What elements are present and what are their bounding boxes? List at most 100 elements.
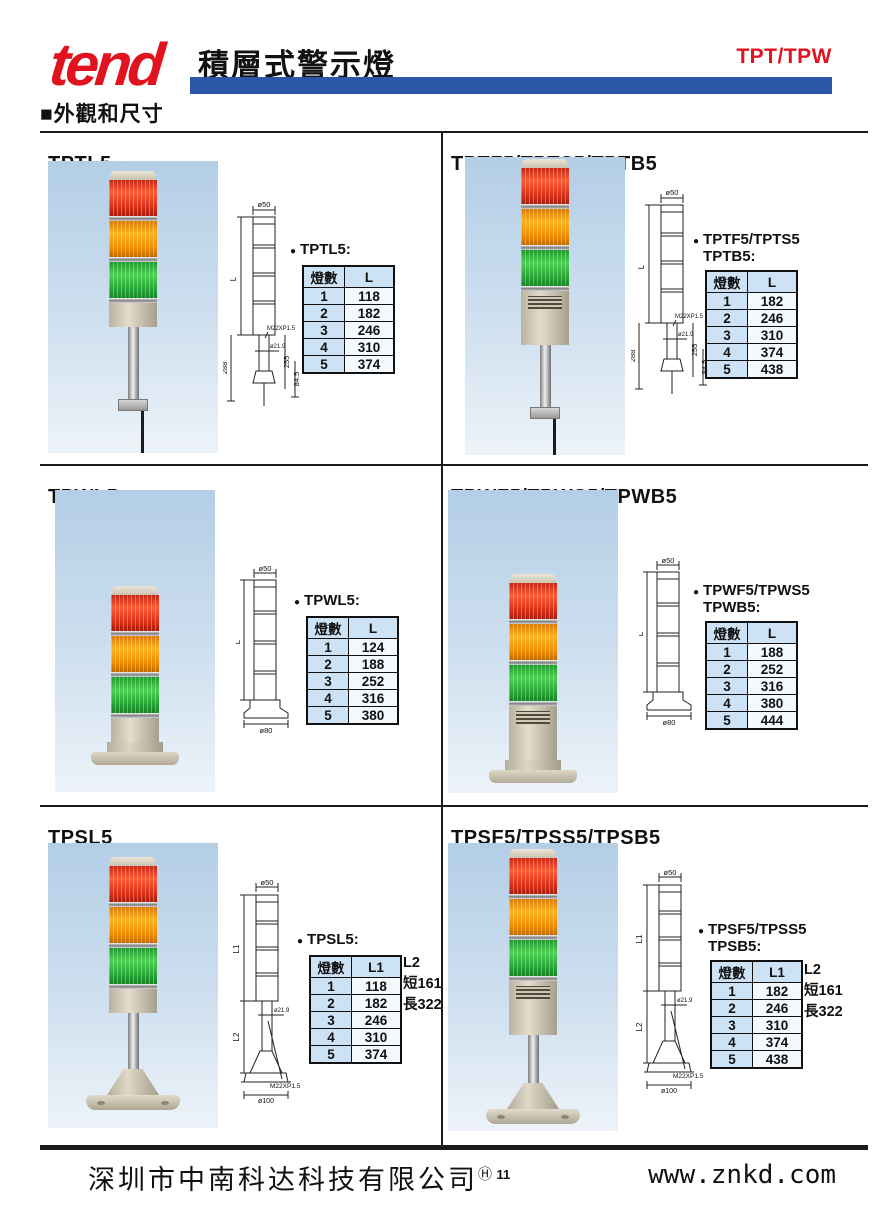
- spec-table: 燈數 L1 1 182 2 246 3 310 4 374 5 438: [710, 960, 803, 1069]
- spec-label: ● TPTF5/TPTS5 TPTB5:: [693, 231, 873, 265]
- length-cell: 438: [747, 360, 798, 379]
- table-row: 5 380: [306, 706, 399, 725]
- table-row: 4 316: [306, 689, 399, 707]
- table-row: 1 182: [705, 292, 798, 310]
- svg-text:M22XP1.5: M22XP1.5: [675, 314, 704, 320]
- product-panel: TPWF5/TPWS5/TPWB5: [443, 464, 868, 805]
- signal-tower: [448, 490, 618, 783]
- svg-text:ø21.9: ø21.9: [270, 344, 286, 350]
- svg-text:ø21.9: ø21.9: [678, 332, 694, 338]
- spec-model-line1: TPWF5/TPWS5: [703, 582, 810, 599]
- spec-block: ● TPWL5: 燈數 L 1 124 2 188 3 252 4 316 5 380: [294, 592, 474, 725]
- table-row: 2 182: [309, 994, 402, 1012]
- table-row: 3 246: [302, 321, 395, 339]
- table-header-row: 燈數 L: [302, 265, 395, 288]
- table-row: 1 118: [302, 287, 395, 305]
- grid-line: [40, 805, 868, 807]
- lamp-count-cell: 3: [705, 677, 748, 695]
- chrome-ring: [521, 245, 569, 250]
- amber-lens: [521, 209, 569, 245]
- table-row: 5 444: [705, 711, 798, 730]
- length-header: L: [747, 621, 798, 644]
- mount-pole: [539, 345, 551, 407]
- amber-lens: [109, 221, 157, 257]
- lamp-count-header: 燈數: [710, 960, 753, 983]
- mount-pole: [127, 1013, 139, 1069]
- table-row: 4 310: [302, 338, 395, 356]
- svg-text:M22XP1.5: M22XP1.5: [267, 326, 296, 332]
- chrome-ring: [521, 286, 569, 291]
- grid-line: [40, 131, 868, 133]
- svg-text:L2: L2: [232, 1032, 241, 1041]
- table-header-row: 燈數 L1: [309, 955, 402, 978]
- chrome-ring: [111, 631, 159, 636]
- svg-text:L2: L2: [635, 1022, 644, 1031]
- product-photo: [448, 843, 618, 1131]
- lamp-count-cell: 3: [309, 1011, 352, 1029]
- spec-block: ● TPTF5/TPTS5 TPTB5: 燈數 L 1 182 2 246 3 310 4 3…: [693, 231, 873, 379]
- company-name: 深圳市中南科达科技有限公司: [88, 1165, 478, 1196]
- red-lens: [509, 583, 557, 619]
- round-base: [486, 1109, 580, 1124]
- svg-text:L1: L1: [635, 934, 644, 943]
- table-row: 1 124: [306, 638, 399, 656]
- spec-label: ● TPWF5/TPWS5 TPWB5:: [693, 582, 873, 616]
- green-lens: [521, 250, 569, 286]
- table-row: 2 252: [705, 660, 798, 678]
- lamp-count-cell: 2: [302, 304, 345, 322]
- length-header: L: [348, 616, 399, 639]
- length-cell: 374: [351, 1045, 402, 1064]
- amber-lens: [109, 907, 157, 943]
- spec-block: ● TPWF5/TPWS5 TPWB5: 燈數 L 1 188 2 252 3 316 4 3…: [693, 582, 873, 730]
- length-cell: 246: [747, 309, 798, 327]
- svg-text:288: 288: [631, 350, 637, 363]
- signal-tower: [48, 843, 218, 1110]
- red-lens: [109, 866, 157, 902]
- lamp-count-cell: 5: [705, 360, 748, 379]
- spec-label: ● TPTL5:: [290, 241, 470, 260]
- tower-body: [111, 718, 159, 742]
- grid-divider: [441, 131, 443, 1145]
- length-cell: 188: [747, 643, 798, 661]
- svg-text:M22XP1.5: M22XP1.5: [270, 1083, 301, 1090]
- spec-label: ● TPSL5:: [297, 931, 477, 950]
- chrome-ring: [509, 701, 557, 706]
- table-header-row: 燈數 L: [705, 621, 798, 644]
- lamp-count-cell: 1: [705, 643, 748, 661]
- lamp-count-cell: 4: [306, 689, 349, 707]
- svg-text:ø80: ø80: [260, 726, 273, 734]
- section-title: ■外觀和尺寸: [40, 103, 164, 126]
- table-row: 2 246: [710, 999, 803, 1017]
- lamp-count-cell: 5: [705, 711, 748, 730]
- dimension-drawing: ø50 L ø80: [236, 566, 289, 734]
- green-lens: [109, 948, 157, 984]
- lamp-count-cell: 1: [705, 292, 748, 310]
- dimension-drawing: ø50 L1 L2 ø21.9 M22XP1.5 ø100: [232, 879, 301, 1104]
- length-cell: 246: [344, 321, 395, 339]
- buzzer-vents: [516, 986, 550, 999]
- table-row: 5 374: [302, 355, 395, 374]
- lamp-count-header: 燈數: [705, 621, 748, 644]
- brand-logo: tend: [46, 31, 165, 98]
- buzzer-vents: [516, 711, 550, 724]
- lamp-count-cell: 5: [710, 1050, 753, 1069]
- lamp-count-cell: 5: [306, 706, 349, 725]
- bullet-icon: ●: [290, 246, 297, 257]
- table-row: 5 438: [710, 1050, 803, 1069]
- table-row: 3 310: [705, 326, 798, 344]
- chrome-ring: [509, 935, 557, 940]
- lamp-count-header: 燈數: [302, 265, 345, 288]
- chrome-ring: [509, 660, 557, 665]
- l2-short: 短161: [403, 976, 442, 992]
- lamp-count-cell: 5: [302, 355, 345, 374]
- table-header-row: 燈數 L1: [710, 960, 803, 983]
- svg-text:ø21.9: ø21.9: [274, 1008, 290, 1014]
- table-row: 4 374: [710, 1033, 803, 1051]
- chrome-ring: [109, 902, 157, 907]
- lamp-count-cell: 4: [710, 1033, 753, 1051]
- bullet-icon: ●: [693, 587, 700, 598]
- chrome-ring: [109, 257, 157, 262]
- length-cell: 252: [348, 672, 399, 690]
- lamp-count-cell: 3: [710, 1016, 753, 1034]
- spec-block: ● TPTL5: 燈數 L 1 118 2 182 3 246 4 310 5 374: [290, 241, 470, 374]
